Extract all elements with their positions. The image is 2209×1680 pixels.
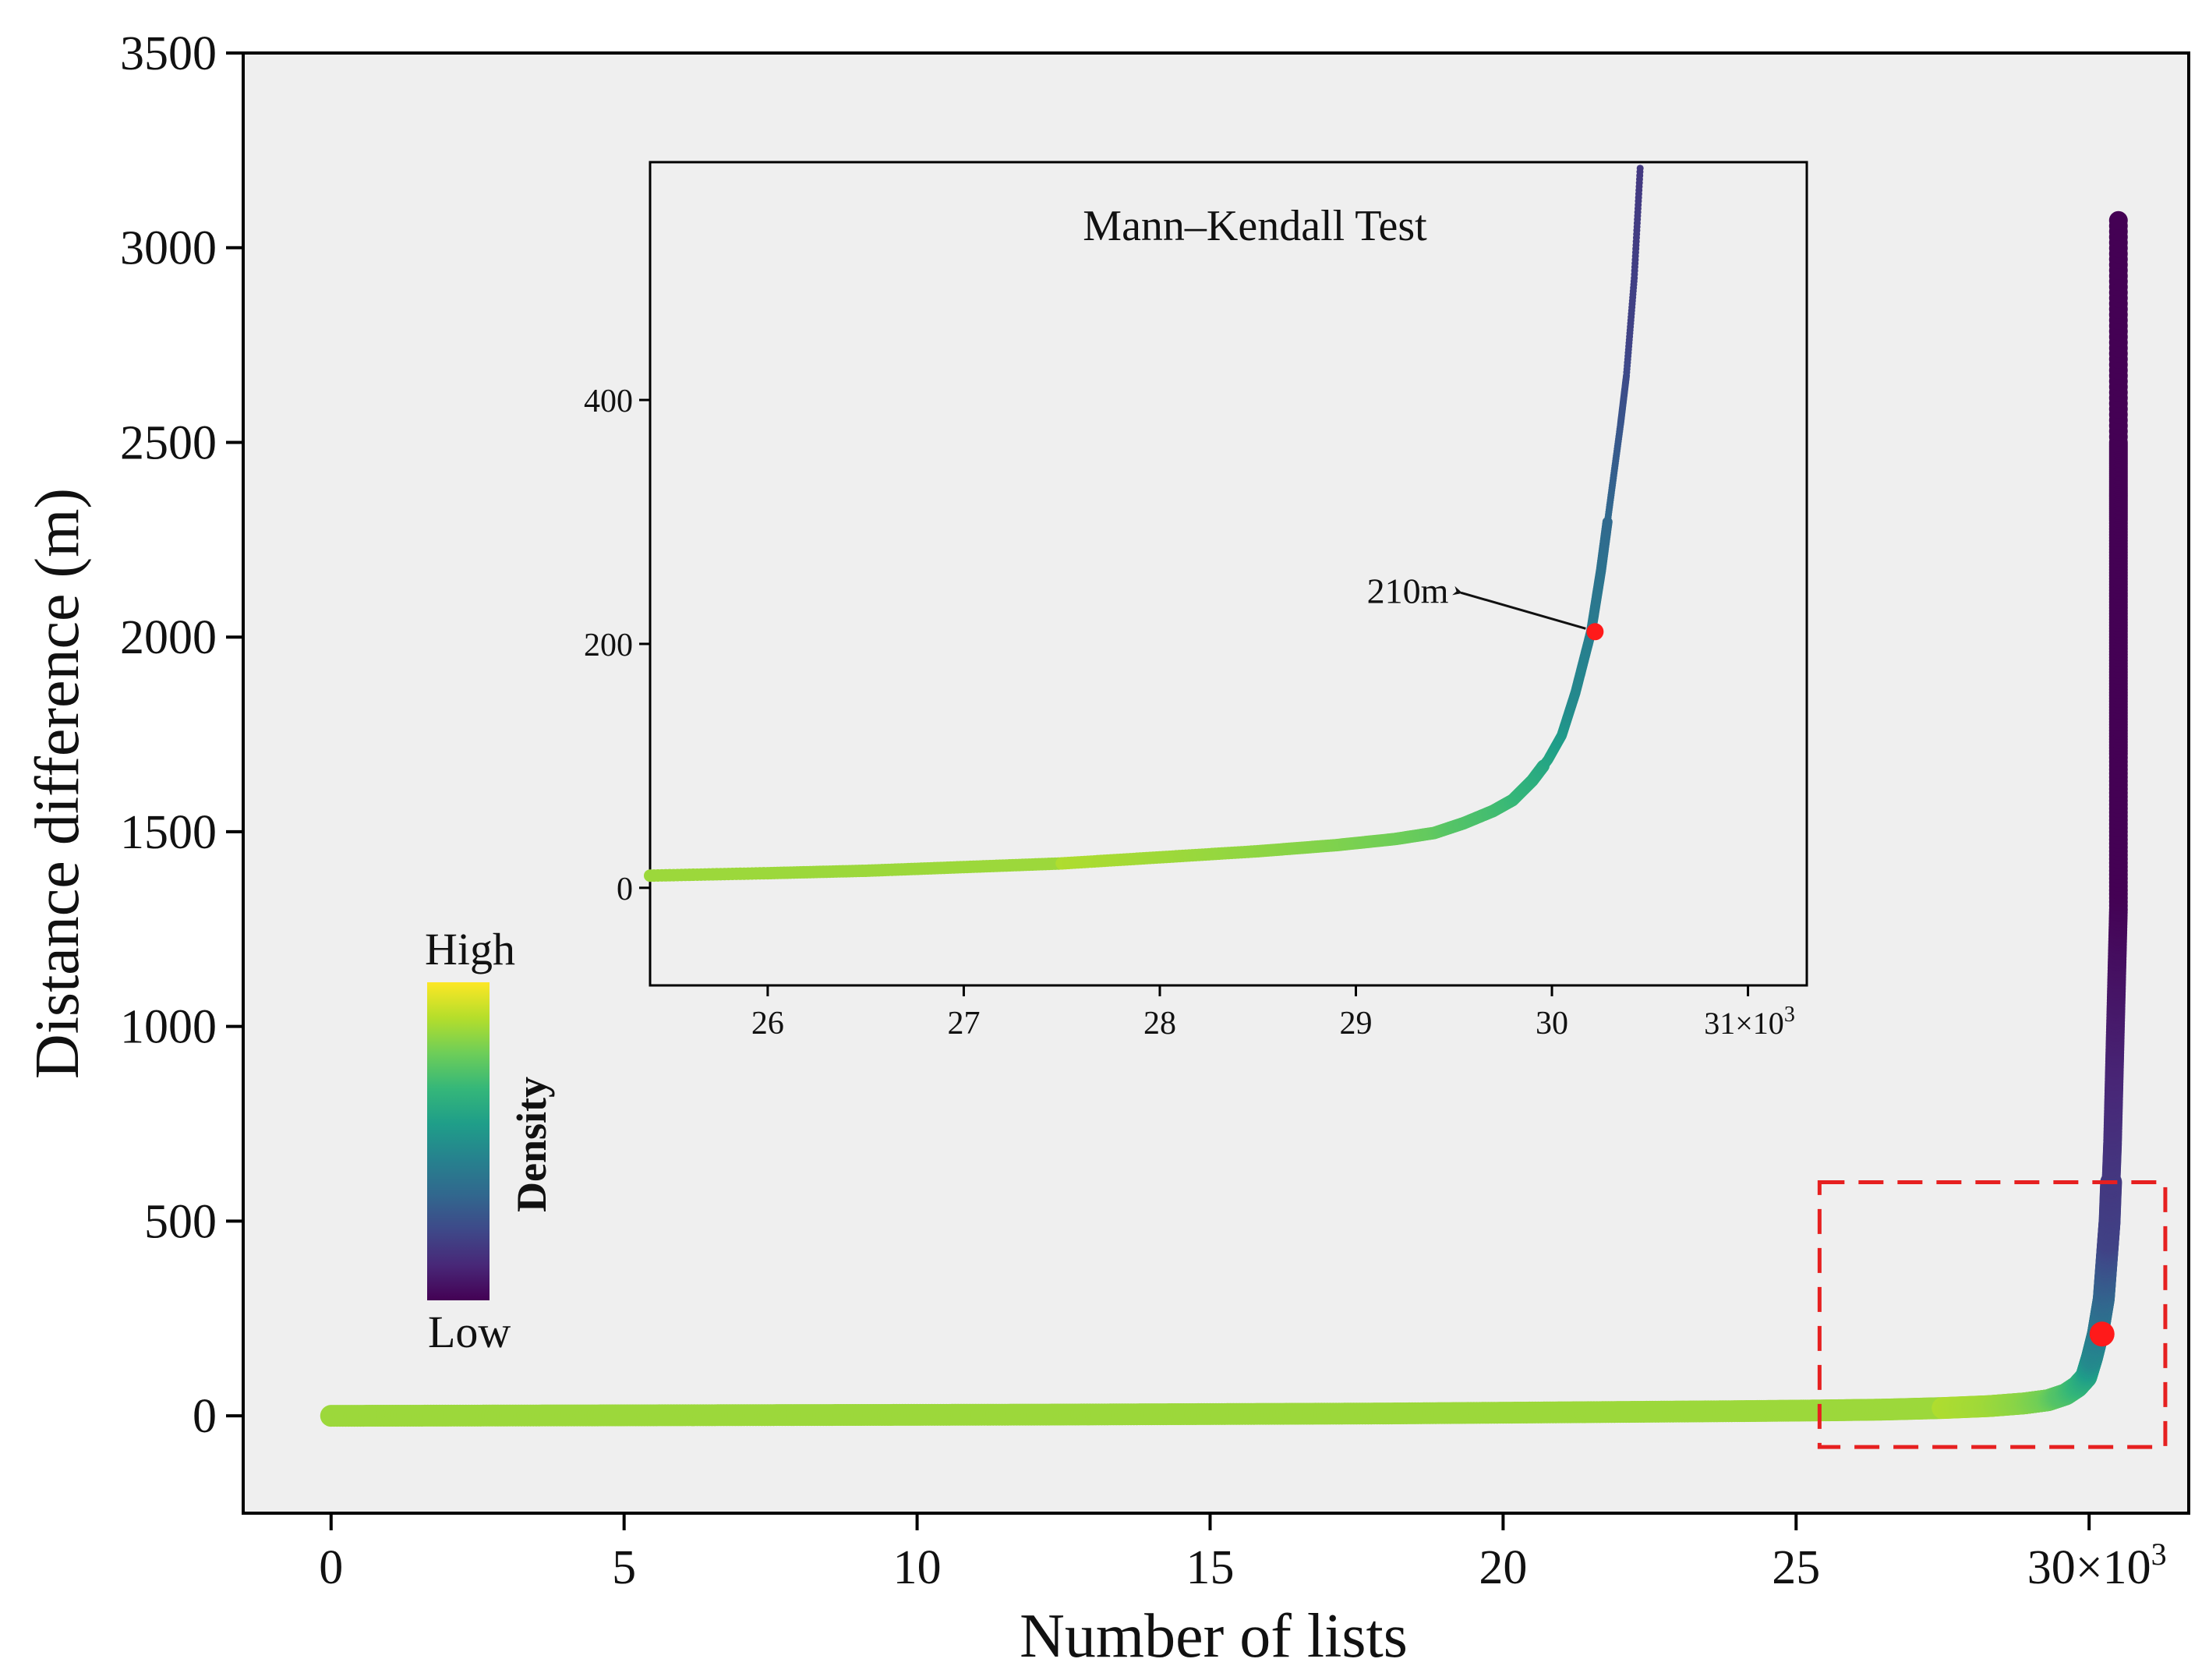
inset-title: Mann–Kendall Test: [1083, 202, 1427, 250]
colorbar-high-label: High: [425, 924, 515, 974]
inset-data-point: [1636, 164, 1644, 172]
main-highlight-point: [2089, 1321, 2115, 1347]
y-tick-label: 3000: [120, 222, 217, 275]
x-tick-label: 5: [612, 1541, 636, 1594]
y-tick-label: 1000: [120, 1001, 217, 1054]
y-tick-label: 500: [144, 1195, 217, 1248]
inset-x-tick-label: 29: [1339, 1006, 1372, 1042]
inset-x-tick-label: 28: [1143, 1006, 1176, 1042]
inset-y-tick-label: 200: [584, 628, 633, 663]
annotation-label: 210m: [1367, 571, 1449, 610]
inset-x-tick-label: 27: [947, 1006, 980, 1042]
x-tick-label-exp: 30×103: [2027, 1537, 2167, 1594]
x-tick-label: 10: [893, 1541, 942, 1594]
x-tick-label: 15: [1186, 1541, 1234, 1594]
y-axis-label: Distance difference (m): [23, 488, 92, 1079]
inset-axis-ticks: 26 27 28 29 30 31×103 0 200 400: [584, 384, 1795, 1042]
inset-y-tick-label: 0: [617, 872, 633, 907]
annotation-arrow: [1452, 585, 1586, 630]
main-data-point: [2108, 210, 2128, 230]
colorbar-gradient: [427, 982, 490, 1300]
zoom-region-box: [1817, 1180, 2168, 1449]
x-axis-label: Number of lists: [1020, 1602, 1408, 1671]
y-tick-label: 0: [193, 1390, 217, 1443]
inset-series: [644, 164, 1644, 882]
y-tick-label: 2000: [120, 611, 217, 664]
density-colorbar: High Low Density: [425, 924, 555, 1357]
colorbar-title: Density: [508, 1077, 555, 1212]
inset-y-tick-label: 400: [584, 384, 633, 419]
x-tick-label: 25: [1772, 1541, 1820, 1594]
inset-highlight-point: [1586, 623, 1604, 641]
inset-x-tick-label: 30: [1536, 1006, 1568, 1042]
inset-x-tick-label-exp: 31×103: [1704, 1003, 1795, 1041]
x-tick-label: 20: [1479, 1541, 1527, 1594]
y-tick-label: 3500: [120, 27, 217, 80]
y-tick-label: 2500: [120, 416, 217, 469]
inset-x-tick-label: 26: [751, 1006, 784, 1042]
x-tick-label: 0: [319, 1541, 343, 1594]
inset-plot: Mann–Kendall Test 26 27 28 29 30 31×103 0 200 40…: [584, 161, 1808, 1042]
colorbar-low-label: Low: [428, 1307, 511, 1357]
y-tick-label: 1500: [120, 806, 217, 859]
main-axis-ticks: 0 5 10 15 20 25 30×103050010001500200025003000…: [120, 27, 2167, 1594]
main-series: [320, 210, 2128, 1427]
